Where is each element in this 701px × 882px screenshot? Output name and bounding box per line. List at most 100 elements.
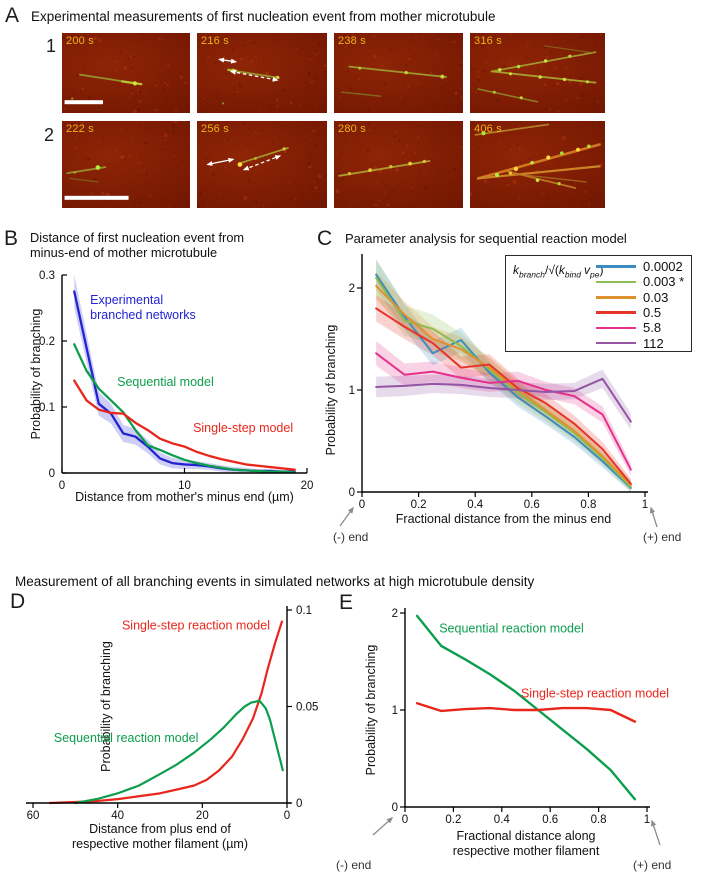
minus-end-arrow <box>339 506 354 527</box>
chart-panel-d: 60 40 20 00 0.05 0.1 Probability of branching D… <box>26 605 318 851</box>
panel-c-label: C <box>317 227 333 250</box>
curve-label: Single-step reaction model <box>521 686 669 700</box>
scale-bar <box>64 100 103 105</box>
y-axis-label: Probability of branching <box>324 325 338 456</box>
series-line <box>74 699 284 805</box>
legend-entry: 112 <box>596 335 684 351</box>
micrograph-drawing <box>197 122 327 208</box>
micrograph: 238 s <box>334 33 463 113</box>
y-axis-label: Probability of branching <box>29 309 43 440</box>
x-tick-label: 0 <box>284 810 290 822</box>
legend-entry: 0.03 <box>596 290 684 305</box>
timestamp-label: 238 s <box>338 35 366 47</box>
legend-math-k1: k <box>513 263 519 277</box>
plus-end-arrow <box>650 819 661 846</box>
y-axis-label: Probability of branching <box>364 645 378 776</box>
series-line <box>375 307 632 485</box>
legend-entry: 0.003 * <box>596 274 684 289</box>
micrograph-drawing <box>197 36 327 110</box>
legend-math-sub3: pe <box>590 269 600 280</box>
y-axis-label: Probability of branching <box>99 641 113 772</box>
section-de-title: Measurement of all branching events in s… <box>15 574 535 589</box>
panel-b-label: B <box>4 227 19 250</box>
legend-line-swatch <box>596 311 636 314</box>
x-tick-label: 0.2 <box>411 499 427 511</box>
double-arrow <box>218 57 237 64</box>
micrograph: 406 s <box>470 121 605 208</box>
legend-line-swatch <box>596 265 636 268</box>
series-line <box>415 702 637 723</box>
timestamp-label: 256 s <box>201 123 229 135</box>
timestamp-label: 280 s <box>338 123 366 135</box>
timestamp-label: 316 s <box>474 35 502 47</box>
y-tick-label: 0.05 <box>296 702 318 714</box>
x-tick-label: 0.8 <box>580 499 596 511</box>
x-axis-label: Distance from mother's minus end (µm) <box>75 490 294 504</box>
panel-b-title-line2: minus-end of mother microtubule <box>30 245 218 260</box>
micrograph: 280 s <box>334 121 463 208</box>
plus-end-label: (+) end <box>633 858 671 872</box>
minus-end-label: (-) end <box>333 530 368 544</box>
x-axis-label: respective mother filament <box>453 844 600 858</box>
x-tick-label: 0.8 <box>591 814 607 826</box>
scale-bar <box>64 195 129 200</box>
legend-entries: 0.0002 0.003 * 0.03 0.5 5.8 112 <box>596 259 684 351</box>
chart-panel-c: 0 0.2 0.4 0.6 0.8 1 0 1 2 Probability of branchin… <box>324 254 681 544</box>
legend-math-k2: k <box>558 263 565 277</box>
x-tick-label: 0.2 <box>445 814 461 826</box>
x-tick-label: 20 <box>196 810 209 822</box>
x-tick-label: 0.6 <box>542 814 558 826</box>
x-tick-label: 0 <box>59 480 65 492</box>
panel-a-label: A <box>5 4 20 27</box>
double-arrow <box>206 157 235 166</box>
legend-line-swatch <box>596 280 636 284</box>
minus-end-arrow <box>372 816 394 836</box>
micrograph: 256 s <box>197 121 327 208</box>
y-tick-label: 0 <box>296 798 302 810</box>
x-tick-label: 60 <box>27 810 40 822</box>
micrograph: 200 s <box>62 33 190 113</box>
plus-end-arrow <box>649 506 658 528</box>
panel-e-label: E <box>339 591 354 614</box>
legend-value-label: 0.003 * <box>643 274 685 290</box>
chart-panel-e: 0 0.2 0.4 0.6 0.8 1 0 1 2 Probability of branchin… <box>336 608 671 872</box>
curve-label: Single-step reaction model <box>122 618 270 632</box>
legend-value-label: 0.03 <box>643 289 669 305</box>
legend-math-sub2: bind <box>564 269 581 280</box>
legend-entry: 0.0002 <box>596 259 684 274</box>
legend-entry: 0.5 <box>596 305 684 320</box>
x-axis-label: Fractional distance from the minus end <box>396 512 611 526</box>
y-tick-label: 1 <box>392 705 398 717</box>
chart-panel-b: 0 10 20 0 0.1 0.2 0.3 Probability of branching D… <box>29 270 313 504</box>
x-axis-label: Fractional distance along <box>457 829 596 843</box>
x-tick-label: 1 <box>642 499 648 511</box>
row-2-label: 2 <box>44 125 55 145</box>
y-tick-label: 2 <box>349 283 355 295</box>
curve-label: Single-step model <box>193 421 293 435</box>
legend-value-label: 5.8 <box>643 320 662 336</box>
timestamp-label: 216 s <box>201 35 229 47</box>
y-tick-label: 0 <box>349 487 355 499</box>
legend-value-label: 0.5 <box>643 305 662 321</box>
legend-value-label: 112 <box>643 335 664 351</box>
panel-a-title: Experimental measurements of first nucle… <box>31 9 496 24</box>
panel-b-title: Distance of first nucleation event from … <box>30 230 244 260</box>
y-tick-label: 2 <box>392 608 398 620</box>
series-line <box>375 352 632 471</box>
legend-value-label: 0.0002 <box>643 259 683 275</box>
micrograph-drawing <box>338 33 463 113</box>
error-band <box>376 341 631 476</box>
series-line <box>415 614 637 801</box>
micrograph-drawing <box>62 33 187 113</box>
legend-entry: 5.8 <box>596 320 684 335</box>
series-line <box>375 284 632 486</box>
x-tick-label: 40 <box>111 810 124 822</box>
timestamp-label: 200 s <box>66 35 94 47</box>
series-line <box>73 379 296 471</box>
series-line <box>375 377 632 423</box>
micrograph: 216 s <box>197 33 327 113</box>
timestamp-label: 222 s <box>66 123 94 135</box>
x-axis-label: respective mother filament (µm) <box>72 837 248 851</box>
curve-label: Experimental branched networks <box>90 293 196 322</box>
